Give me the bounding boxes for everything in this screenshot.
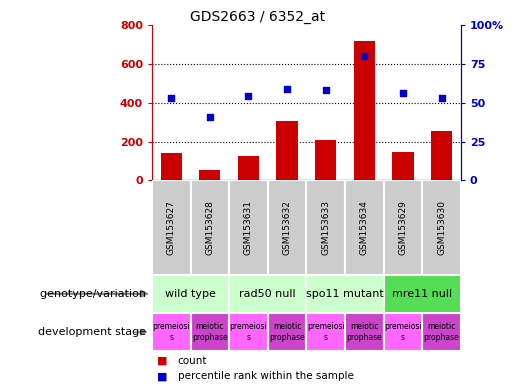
Bar	[152, 275, 229, 313]
Bar	[315, 140, 336, 180]
Bar	[191, 313, 229, 351]
Point	[321, 87, 330, 93]
Bar	[422, 313, 461, 351]
Text: GSM153627: GSM153627	[167, 200, 176, 255]
Bar	[345, 180, 384, 275]
Text: spo11 mutant: spo11 mutant	[306, 289, 384, 299]
Text: meiotic
prophase: meiotic prophase	[269, 323, 305, 342]
Bar	[229, 275, 306, 313]
Text: meiotic
prophase: meiotic prophase	[192, 323, 228, 342]
Text: GSM153630: GSM153630	[437, 200, 446, 255]
Bar	[345, 313, 384, 351]
Bar	[268, 313, 306, 351]
Point	[399, 90, 407, 96]
Bar	[384, 275, 461, 313]
Text: GDS2663 / 6352_at: GDS2663 / 6352_at	[190, 10, 325, 23]
Bar	[306, 313, 345, 351]
Text: GSM153632: GSM153632	[283, 200, 291, 255]
Point	[360, 53, 368, 59]
Point	[283, 86, 291, 92]
Text: GSM153634: GSM153634	[360, 200, 369, 255]
Bar	[354, 40, 375, 180]
Bar	[422, 180, 461, 275]
Text: mre11 null: mre11 null	[392, 289, 452, 299]
Text: premeiosi
s: premeiosi s	[230, 323, 267, 342]
Bar	[268, 180, 306, 275]
Text: percentile rank within the sample: percentile rank within the sample	[178, 371, 354, 381]
Bar	[384, 180, 422, 275]
Bar	[152, 180, 191, 275]
Bar	[161, 153, 182, 180]
Text: ■: ■	[157, 371, 167, 381]
Text: wild type: wild type	[165, 289, 216, 299]
Text: meiotic
prophase: meiotic prophase	[424, 323, 459, 342]
Text: premeiosi
s: premeiosi s	[152, 323, 190, 342]
Bar	[384, 313, 422, 351]
Text: ■: ■	[157, 356, 167, 366]
Bar	[152, 313, 191, 351]
Bar	[392, 152, 414, 180]
Point	[205, 114, 214, 120]
Point	[244, 93, 252, 99]
Bar	[229, 313, 268, 351]
Bar	[277, 121, 298, 180]
Point	[167, 95, 175, 101]
Bar	[191, 180, 229, 275]
Text: rad50 null: rad50 null	[239, 289, 296, 299]
Bar	[431, 131, 452, 180]
Bar	[199, 170, 220, 180]
Text: meiotic
prophase: meiotic prophase	[347, 323, 382, 342]
Text: development stage: development stage	[38, 327, 149, 337]
Text: premeiosi
s: premeiosi s	[307, 323, 345, 342]
Text: GSM153633: GSM153633	[321, 200, 330, 255]
Text: GSM153629: GSM153629	[399, 200, 407, 255]
Text: GSM153631: GSM153631	[244, 200, 253, 255]
Text: GSM153628: GSM153628	[205, 200, 214, 255]
Bar	[306, 180, 345, 275]
Point	[437, 95, 445, 101]
Bar	[306, 275, 384, 313]
Bar	[238, 156, 259, 180]
Text: premeiosi
s: premeiosi s	[384, 323, 422, 342]
Text: genotype/variation: genotype/variation	[40, 289, 149, 299]
Bar	[229, 180, 268, 275]
Text: count: count	[178, 356, 207, 366]
